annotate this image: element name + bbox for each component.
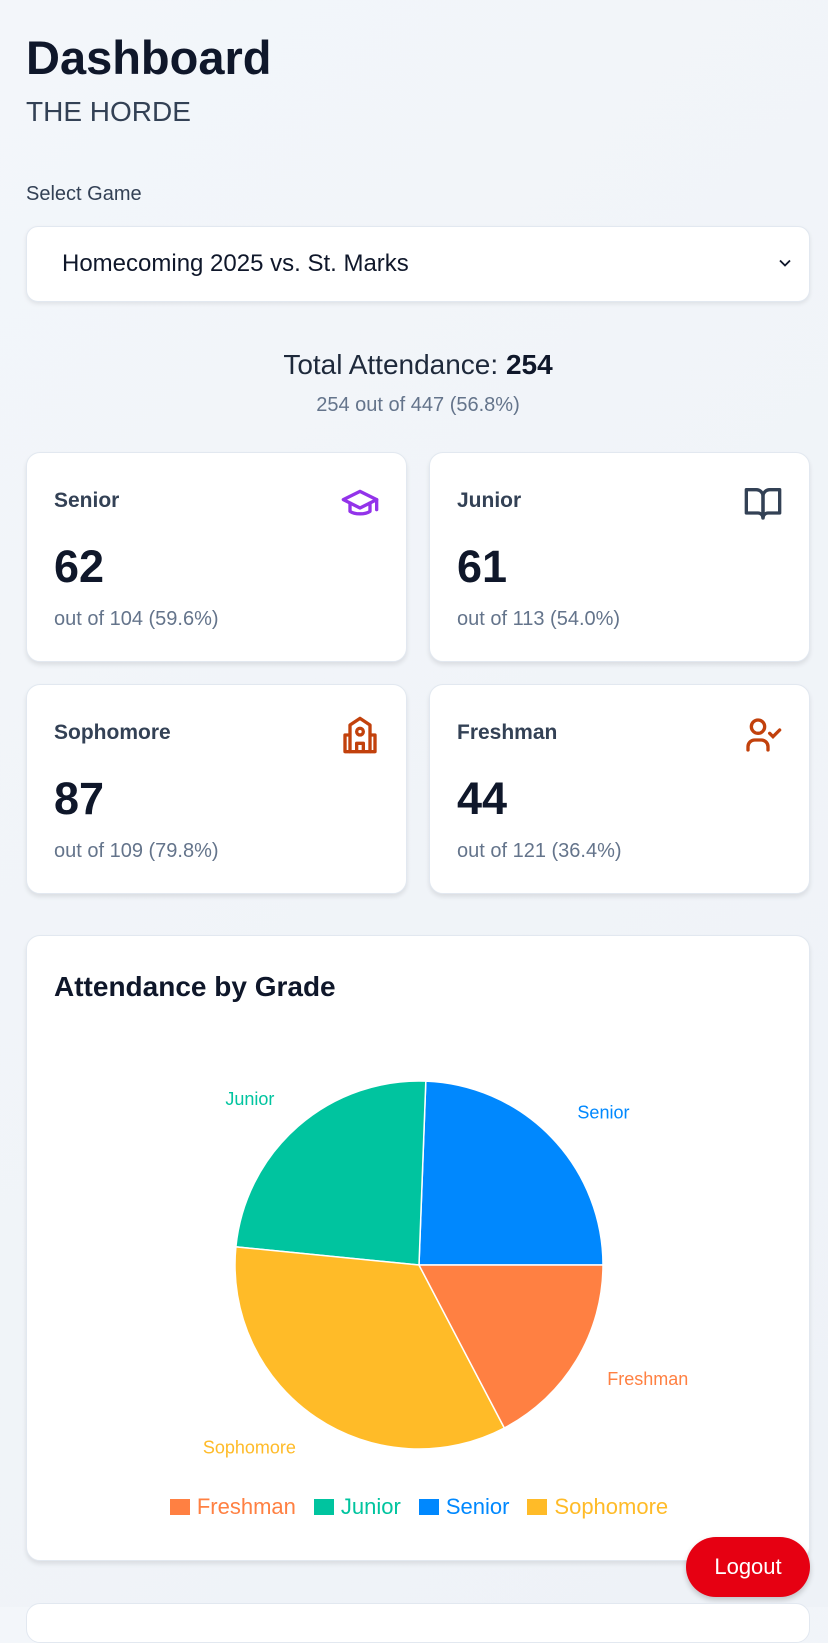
total-attendance: Total Attendance: 254: [0, 349, 828, 381]
pie-slice-senior[interactable]: [418, 1080, 604, 1266]
select-game-label: Select Game: [26, 183, 142, 205]
total-attendance-detail: 254 out of 447 (56.8%): [316, 394, 520, 416]
pie-label-junior: Junior: [225, 1089, 274, 1109]
game-select-value: Homecoming 2025 vs. St. Marks: [62, 250, 409, 277]
legend-swatch: [313, 1499, 334, 1515]
legend-label: Freshman: [196, 1494, 296, 1519]
legend-item-senior[interactable]: Senior: [418, 1494, 510, 1520]
grade-card-sophomore: Sophomore 87 out of 109 (79.8%): [26, 684, 407, 894]
grade-card-freshman: Freshman 44 out of 121 (36.4%): [429, 684, 810, 894]
chevron-down-icon: [779, 259, 791, 267]
card-label: Freshman: [457, 721, 558, 744]
pie-label-sophomore: Sophomore: [203, 1437, 296, 1457]
pie-chart: Senior Junior Sophomore Freshman: [203, 1080, 688, 1457]
legend-swatch: [169, 1499, 190, 1515]
card-detail: out of 121 (36.4%): [457, 840, 622, 862]
attendance-chart-card: Attendance by Grade Senior Junior Sophomor…: [26, 935, 810, 1561]
card-label: Junior: [457, 489, 522, 512]
chart-legend: Freshman Junior Senior Sophomore: [27, 1494, 811, 1520]
card-detail: out of 113 (54.0%): [457, 608, 621, 630]
total-attendance-value: 254: [505, 349, 553, 380]
user-check-icon: [746, 718, 782, 752]
legend-item-freshman[interactable]: Freshman: [169, 1494, 296, 1520]
legend-label: Sophomore: [554, 1494, 669, 1519]
game-select[interactable]: Homecoming 2025 vs. St. Marks: [26, 226, 810, 302]
school-icon: [343, 716, 377, 754]
card-detail: out of 104 (59.6%): [54, 608, 219, 630]
pie-label-freshman: Freshman: [607, 1369, 688, 1389]
team-name: THE HORDE: [26, 96, 191, 127]
card-count: 61: [457, 541, 508, 592]
total-attendance-label: Total Attendance:: [283, 349, 506, 380]
legend-item-sophomore[interactable]: Sophomore: [527, 1494, 668, 1520]
page-title: Dashboard: [26, 31, 272, 84]
grade-card-junior: Junior 61 out of 113 (54.0%): [429, 452, 810, 662]
logout-button[interactable]: Logout: [686, 1537, 810, 1597]
card-detail: out of 109 (79.8%): [54, 840, 219, 862]
book-open-icon: [744, 488, 782, 520]
card-label: Sophomore: [54, 721, 171, 744]
legend-swatch: [418, 1499, 439, 1515]
legend-item-junior[interactable]: Junior: [313, 1494, 401, 1520]
pie-slice-freshman[interactable]: [417, 1264, 604, 1430]
graduation-cap-icon: [341, 489, 379, 516]
pie-slice-junior[interactable]: [235, 1080, 427, 1266]
next-card: [26, 1603, 810, 1643]
pie-slice-sophomore[interactable]: [234, 1246, 506, 1450]
legend-label: Junior: [340, 1494, 401, 1519]
grade-card-senior: Senior 62 out of 104 (59.6%): [26, 452, 407, 662]
legend-label: Senior: [445, 1494, 510, 1519]
card-count: 87: [54, 773, 105, 824]
card-count: 62: [54, 541, 105, 592]
card-label: Senior: [54, 489, 120, 512]
pie-label-senior: Senior: [577, 1102, 629, 1122]
legend-swatch: [527, 1499, 548, 1515]
chart-title: Attendance by Grade: [54, 971, 336, 1002]
card-count: 44: [457, 773, 508, 824]
